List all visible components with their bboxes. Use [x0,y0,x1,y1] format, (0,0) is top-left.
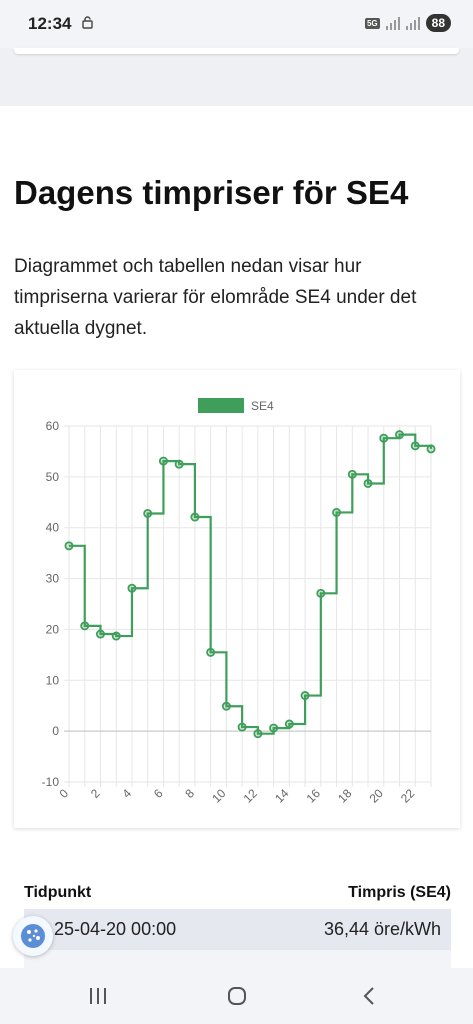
back-icon[interactable] [358,985,382,1007]
data-point [158,456,168,466]
data-point [269,723,279,733]
data-point [426,444,436,454]
y-tick-label: 50 [46,470,60,484]
x-tick-label: 4 [119,786,134,801]
status-bar: 12:34 5G 88 [0,0,473,48]
data-point [410,441,420,451]
data-point [300,691,310,701]
x-tick-label: 10 [209,786,229,806]
table-row-partial [24,950,451,968]
row-time: 25-04-20 00:00 [54,919,177,939]
y-tick-label: 0 [52,724,59,738]
y-tick-label: -10 [42,775,60,789]
data-point [80,621,90,631]
header-time: Tidpunkt [24,883,92,901]
data-point [237,722,247,732]
x-tick-label: 12 [241,786,261,806]
data-point [143,508,153,518]
data-point [111,631,121,641]
status-indicators: 5G 88 [364,14,451,32]
legend-label: SE4 [251,399,274,413]
status-time: 12:34 [28,14,72,33]
cookie-icon [21,924,45,948]
x-tick-label: 20 [367,786,387,806]
data-point [206,647,216,657]
signal-icon-2 [405,16,420,30]
data-point [221,701,231,711]
data-point [127,583,137,593]
data-point [253,729,263,739]
x-tick-label: 8 [182,786,197,801]
data-point [347,469,357,479]
page-title: Dagens timpriser för SE4 [14,174,409,211]
table-row: 25-04-20 00:00 36,44 öre/kWh [24,909,451,950]
home-icon[interactable] [225,985,249,1007]
price-table: Tidpunkt Timpris (SE4) 25-04-20 00:00 36… [24,876,451,968]
battery-icon: 88 [425,14,451,32]
intro-paragraph: Diagrammet och tabellen nedan visar hur … [14,256,417,339]
series-line-se4 [69,433,433,735]
recent-apps-icon[interactable] [86,985,110,1007]
x-tick-label: 22 [398,786,418,806]
signal-icon [385,16,400,30]
x-tick-label: 16 [304,786,324,806]
row-price: 36,44 öre/kWh [323,919,441,939]
table-header: Tidpunkt Timpris (SE4) [24,876,451,909]
y-tick-label: 10 [46,673,60,687]
data-point [363,478,373,488]
x-tick-label: 6 [151,786,166,801]
y-tick-label: 30 [46,572,60,586]
data-point [95,629,105,639]
y-tick-label: 40 [46,521,60,535]
data-point [332,507,342,517]
y-tick-label: 20 [46,622,60,636]
data-point [64,541,74,551]
data-point [284,719,294,729]
data-point [190,512,200,522]
y-tick-label: 60 [46,419,60,433]
network-badge: 5G [364,17,380,29]
data-point [316,588,326,598]
x-tick-label: 0 [56,786,71,801]
price-chart-card: 60 50 40 30 20 10 0 -10 0 2 4 6 8 10 12 14 16 18 20 22 SE4 [14,370,460,828]
header-price: Timpris (SE4) [348,883,451,901]
x-tick-label: 2 [88,786,103,801]
data-point [174,459,184,469]
system-nav-bar [0,968,473,1024]
cookie-settings-button[interactable] [13,916,53,956]
x-tick-label: 18 [335,786,355,806]
legend-swatch [198,398,244,413]
lock-icon [82,16,93,29]
previous-section-band [0,48,473,106]
previous-card-edge [14,48,459,54]
data-point [379,433,389,443]
data-point [395,430,405,440]
x-tick-label: 14 [272,786,292,806]
